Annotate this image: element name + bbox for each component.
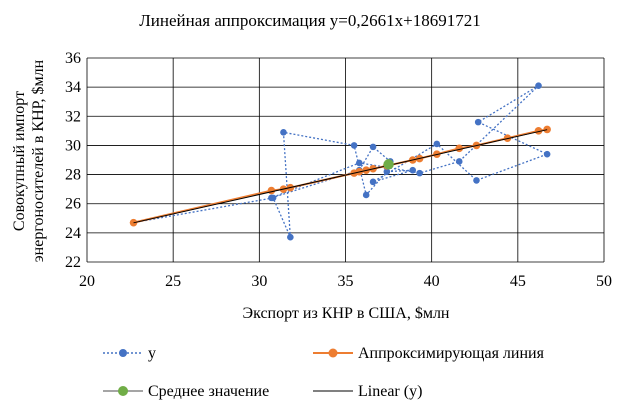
legend-entry-linear: Linear (y) bbox=[313, 383, 422, 400]
y-tick-30: 30 bbox=[65, 137, 81, 154]
series-approx-point-15 bbox=[534, 127, 543, 135]
series-approx-point-1 bbox=[267, 186, 276, 195]
y-tick-32: 32 bbox=[65, 108, 81, 125]
y-tick-36: 36 bbox=[65, 50, 81, 67]
x-tick-35: 35 bbox=[338, 273, 354, 290]
series-y-point-20 bbox=[369, 143, 377, 151]
series-y-point-3 bbox=[280, 129, 287, 136]
plot-area bbox=[129, 82, 551, 241]
series-y-point-14 bbox=[455, 158, 463, 165]
series-approx-point-12 bbox=[455, 144, 464, 153]
series-y-point-7 bbox=[409, 166, 417, 174]
series-linear-trendline bbox=[133, 129, 548, 224]
y-tick-22: 22 bbox=[65, 254, 81, 271]
y-tick-28: 28 bbox=[65, 167, 81, 184]
series-y-point-4 bbox=[350, 142, 358, 149]
series-y-point-8 bbox=[369, 178, 377, 186]
legend-label-approx: Аппроксимирующая линия bbox=[358, 345, 545, 362]
y-axis-label-line-2: энергоносителей в КНР, $млн bbox=[30, 59, 47, 262]
x-tick-25: 25 bbox=[165, 273, 181, 290]
x-axis-label: Экспорт из КНР в США, $млн bbox=[243, 305, 450, 322]
grid bbox=[86, 57, 605, 263]
series-y-point-5 bbox=[362, 191, 370, 199]
series-y-point-13 bbox=[535, 82, 542, 89]
legend: y Аппроксимирующая линия Среднее значени… bbox=[103, 345, 545, 400]
legend-entry-y: y bbox=[103, 345, 156, 362]
y-tick-26: 26 bbox=[65, 196, 81, 213]
series-y-point-10 bbox=[473, 177, 480, 184]
series-y-line bbox=[133, 85, 549, 238]
legend-label-linear: Linear (y) bbox=[358, 383, 422, 400]
series-y-point-2 bbox=[287, 233, 294, 241]
y-tick-24: 24 bbox=[65, 225, 81, 242]
x-tick-20: 20 bbox=[79, 273, 95, 290]
series-y-point-17 bbox=[355, 159, 363, 167]
legend-entry-approx: Аппроксимирующая линия bbox=[313, 345, 545, 362]
series-approx-point-16 bbox=[543, 125, 551, 134]
series-y-point-11 bbox=[543, 150, 551, 158]
x-tick-40: 40 bbox=[424, 273, 440, 290]
series-y-point-12 bbox=[474, 118, 482, 126]
x-tick-labels: 20 25 30 35 40 45 50 bbox=[79, 273, 612, 290]
y-tick-34: 34 bbox=[65, 79, 81, 96]
legend-entry-mean: Среднее значение bbox=[103, 383, 269, 400]
x-tick-45: 45 bbox=[510, 273, 526, 290]
legend-label-mean: Среднее значение bbox=[148, 383, 269, 400]
chart-title: Линейная аппроксимация y=0,2661x+1869172… bbox=[139, 11, 480, 30]
x-tick-30: 30 bbox=[251, 273, 267, 290]
y-axis-label: Совокупный импорт энергоносителей в КНР,… bbox=[11, 59, 47, 262]
y-tick-labels: 22 24 26 28 30 32 34 36 bbox=[65, 50, 81, 271]
x-tick-50: 50 bbox=[596, 273, 612, 290]
series-y-point-9 bbox=[433, 140, 441, 148]
y-axis-label-line-1: Совокупный импорт bbox=[11, 91, 28, 231]
series-y-point-18 bbox=[268, 194, 275, 202]
series-mean-point-0 bbox=[383, 159, 394, 170]
series-y-point-15 bbox=[416, 169, 423, 177]
legend-label-y: y bbox=[148, 345, 156, 362]
